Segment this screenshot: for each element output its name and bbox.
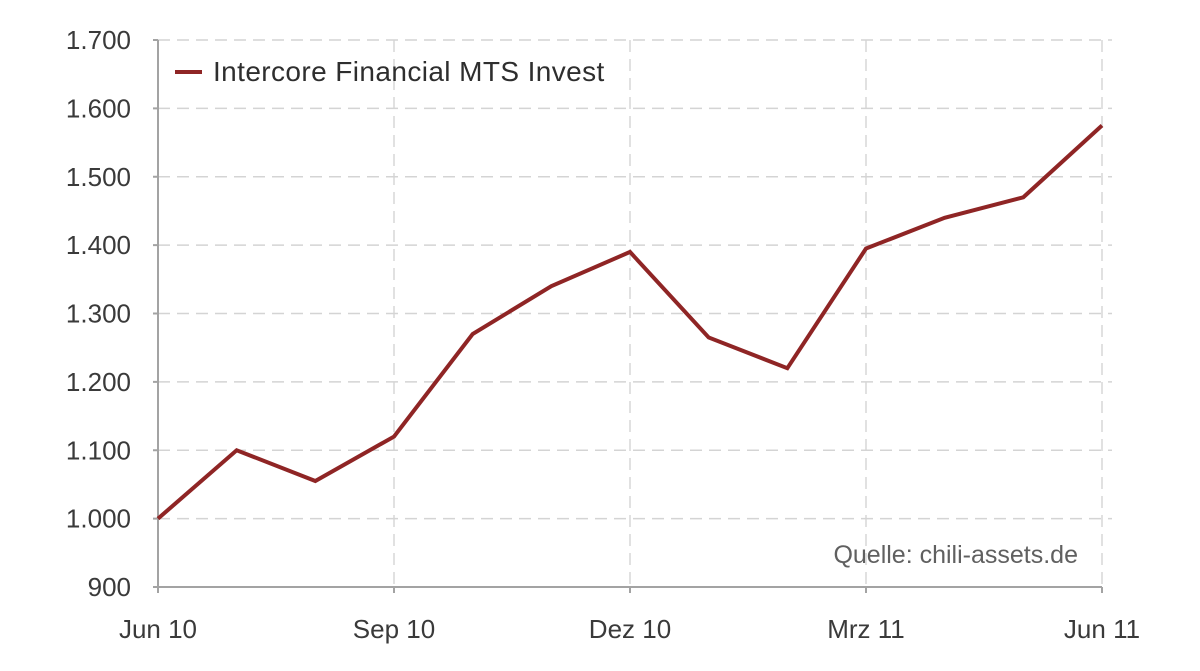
y-axis-label: 1.700 [66, 25, 131, 55]
x-axis-label: Jun 11 [1064, 614, 1140, 644]
x-axis-label: Dez 10 [589, 614, 671, 644]
y-axis-label: 1.500 [66, 162, 131, 192]
legend-series-label: Intercore Financial MTS Invest [213, 56, 605, 87]
y-axis-label: 1.400 [66, 230, 131, 260]
x-axis-label: Jun 10 [119, 614, 197, 644]
legend: Intercore Financial MTS Invest [175, 56, 605, 88]
y-axis-label: 1.200 [66, 367, 131, 397]
y-axis-label: 1.600 [66, 93, 131, 123]
source-attribution: Quelle: chili-assets.de [833, 541, 1078, 569]
x-axis-label: Mrz 11 [827, 614, 905, 644]
y-axis-label: 1.100 [66, 435, 131, 465]
legend-line-marker [175, 70, 202, 74]
x-axis-label: Sep 10 [353, 614, 435, 644]
y-axis-label: 1.300 [66, 299, 131, 329]
y-axis-label: 1.000 [66, 504, 131, 534]
series-line [156, 123, 1104, 521]
y-axis-label: 900 [88, 572, 131, 602]
